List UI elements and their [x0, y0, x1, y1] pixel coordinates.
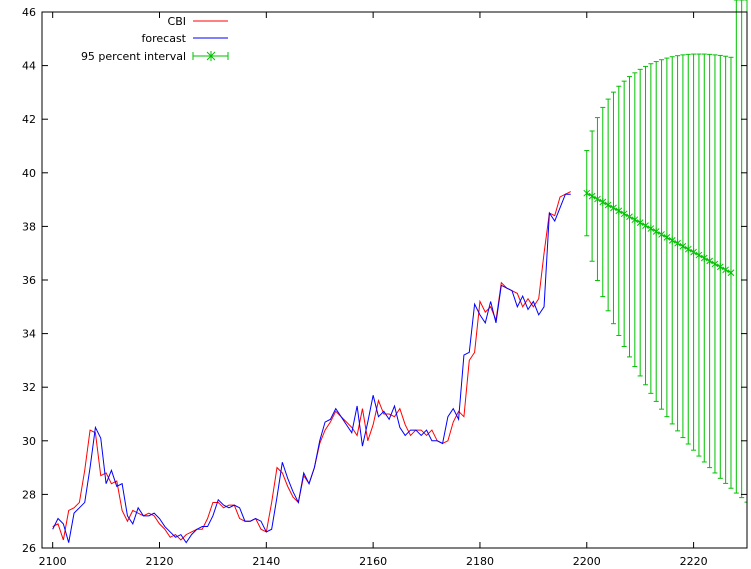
legend-label-cbi: CBI — [168, 15, 186, 28]
interval-point — [583, 189, 591, 198]
plot-marks — [52, 0, 748, 544]
interval-point — [695, 251, 703, 260]
interval-point — [636, 218, 644, 227]
x-tick-label: 2160 — [359, 555, 387, 568]
interval-point — [716, 262, 724, 271]
interval-center-line — [586, 192, 732, 274]
x-tick-label: 2180 — [466, 555, 494, 568]
interval-point — [594, 195, 601, 204]
legend-swatch-interval — [192, 51, 229, 61]
interval-point — [599, 198, 607, 207]
y-tick-label: 42 — [22, 113, 36, 126]
interval-point — [690, 248, 697, 257]
legend-label-interval: 95 percent interval — [81, 50, 186, 63]
y-tick-label: 38 — [22, 220, 36, 233]
interval-point — [663, 233, 671, 242]
y-tick-label: 28 — [22, 488, 36, 501]
legend: CBI forecast 95 percent interval — [81, 15, 229, 63]
error-bar — [739, 0, 745, 499]
series-line-cbi — [52, 191, 571, 541]
interval-point — [647, 224, 655, 233]
interval-point — [626, 212, 633, 221]
y-tick-label: 32 — [22, 381, 36, 394]
axis-ticks: 26 28 30 32 34 36 38 40 42 44 46 2100 2120 2140 2160 21… — [22, 6, 747, 568]
interval-point — [668, 236, 676, 245]
interval-point — [610, 203, 617, 212]
x-tick-label: 2140 — [252, 555, 280, 568]
interval-point — [674, 239, 681, 248]
interval-point — [604, 200, 612, 209]
y-tick-label: 36 — [22, 274, 36, 287]
interval-point — [679, 242, 687, 251]
interval-point — [700, 254, 708, 263]
interval-point — [631, 215, 639, 224]
y-tick-label: 40 — [22, 167, 36, 180]
y-tick-label: 30 — [22, 435, 36, 448]
series-line-forecast — [52, 193, 571, 544]
y-tick-label: 46 — [22, 6, 36, 19]
x-tick-label: 2100 — [39, 555, 67, 568]
y-tick-label: 26 — [22, 542, 36, 555]
interval-point — [727, 268, 735, 277]
interval-point — [706, 256, 713, 265]
x-tick-label: 2120 — [146, 555, 174, 568]
error-bar — [733, 0, 739, 494]
interval-point — [711, 259, 719, 268]
y-tick-label: 34 — [22, 328, 36, 341]
y-tick-label: 44 — [22, 60, 36, 73]
interval-point — [588, 192, 596, 201]
interval-point — [620, 209, 628, 218]
interval-point — [658, 230, 665, 239]
plot-frame — [41, 11, 748, 549]
interval-point — [615, 206, 623, 215]
interval-point — [652, 227, 660, 236]
legend-label-forecast: forecast — [142, 32, 187, 45]
interval-point — [642, 221, 649, 230]
interval-point — [722, 265, 729, 274]
interval-point — [684, 245, 692, 254]
x-tick-label: 2220 — [680, 555, 708, 568]
x-tick-label: 2200 — [573, 555, 601, 568]
